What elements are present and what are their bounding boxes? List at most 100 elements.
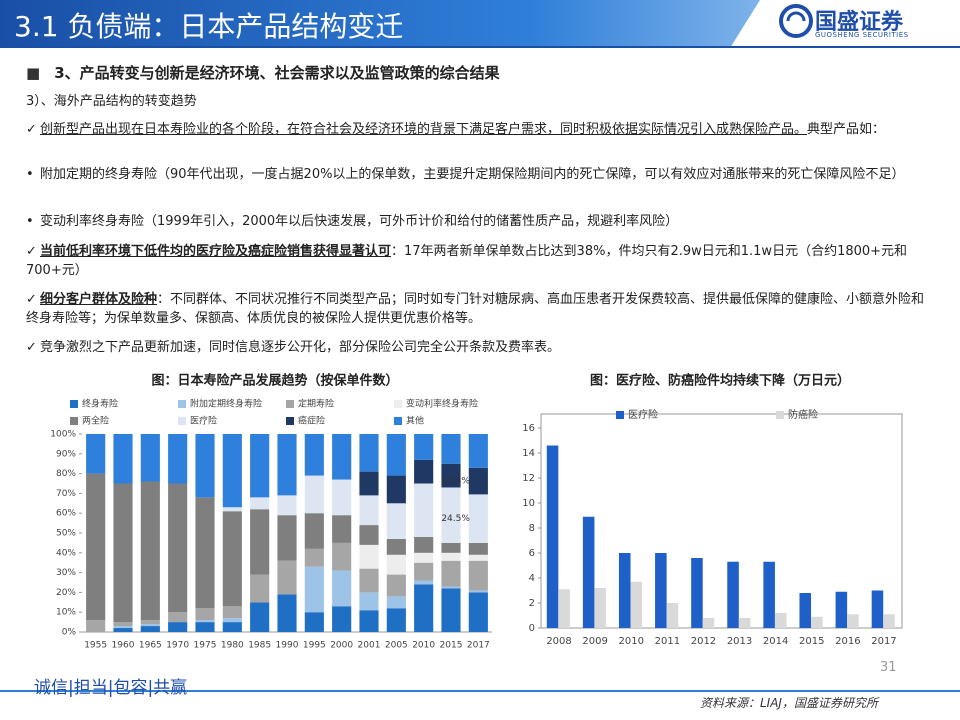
legend-label: 变动利率终身寿险 [406, 398, 478, 410]
bar [250, 509, 270, 575]
y-tick-label: 8 [529, 523, 535, 534]
bar [222, 618, 242, 623]
x-tick-label: 2001 [358, 641, 381, 651]
bar [414, 580, 434, 585]
bar [386, 475, 406, 504]
bar [86, 620, 106, 632]
bar [835, 591, 848, 628]
y-tick-label: 100% [50, 430, 76, 440]
y-tick-label: 16 [522, 423, 535, 434]
bar [86, 434, 106, 474]
item-lead: 细分客户群体及险种 [40, 292, 158, 307]
bar [386, 434, 406, 476]
bar [140, 624, 160, 627]
item-text: ：17年两者新单保单数占比达到38%，件均只有2.9w日元和1.1w日元（合约1… [26, 244, 908, 278]
bar [468, 590, 488, 593]
source-note: 资料来源：LIAJ，国盛证券研究所 [700, 696, 878, 710]
bar [441, 463, 461, 488]
item: ✓ 细分客户群体及险种：不同群体、不同状况推行不同类型产品；同时如专门针对糖尿病、… [26, 290, 926, 328]
bar [414, 584, 434, 632]
section-title: 3、产品转变与创新是经济环境、社会需求以及监管政策的综合结果 [54, 64, 500, 82]
bar [277, 495, 297, 516]
bar [738, 618, 751, 628]
item: ✓ 当前低利率环境下低件均的医疗险及癌症险销售获得显著认可：17年两者新单保单数占… [26, 242, 926, 280]
y-tick-label: 90% [56, 449, 76, 459]
bar [304, 548, 324, 567]
y-tick-label: 50% [56, 529, 76, 539]
bar [441, 560, 461, 587]
x-tick-label: 1990 [276, 641, 299, 651]
chart-title: 图：日本寿险产品发展趋势（按保单件数） [151, 373, 398, 389]
item-marker: ✓ [26, 340, 37, 355]
bar [441, 588, 461, 632]
bar [441, 542, 461, 553]
bar [468, 592, 488, 632]
item-marker: ✓ [26, 122, 37, 137]
x-tick-label: 2005 [385, 641, 408, 651]
logo-subtext: GUOSHENG SECURITIES [815, 31, 909, 39]
bar [546, 445, 559, 628]
bar [195, 434, 215, 498]
bar [468, 560, 488, 591]
bar [847, 614, 859, 628]
bar [811, 616, 823, 628]
x-tick-label: 2011 [655, 636, 680, 647]
bar [883, 614, 895, 628]
bar [304, 513, 324, 549]
bar [222, 434, 242, 508]
item-lead: 创新型产品出现在日本寿险业的各个阶段，在符合社会及经济环境的背景下满足客户需求，… [40, 122, 808, 137]
legend-swatch [178, 417, 186, 425]
value-label: 13.4% [441, 477, 470, 487]
y-tick-label: 80% [56, 469, 76, 479]
bar [195, 620, 215, 623]
bar [655, 553, 667, 628]
bar [277, 594, 297, 632]
bar [168, 612, 188, 623]
x-tick-label: 2013 [727, 636, 752, 647]
item-text: 竞争激烈之下产品更新加速，同时信息逐步公开化，部分保险公司完全公开条款及费率表。 [40, 340, 561, 355]
legend-label: 终身寿险 [82, 398, 118, 410]
bar [441, 586, 461, 589]
bar [168, 434, 188, 484]
bar [359, 495, 379, 526]
bar [195, 497, 215, 609]
bar [386, 596, 406, 609]
value-label: 24.5% [441, 514, 470, 524]
y-tick-label: 10 [522, 498, 535, 509]
x-tick-label: 2017 [871, 636, 896, 647]
bar [140, 620, 160, 625]
bar [666, 603, 679, 628]
logo-text: 国盛证券 [815, 10, 904, 35]
footer-motto: 诚信|担当|包容|共赢 [34, 678, 188, 698]
bar [304, 475, 324, 514]
bar [871, 590, 884, 628]
legend-swatch [394, 417, 402, 425]
y-tick-label: 6 [529, 548, 535, 559]
bar [113, 628, 133, 632]
bar [691, 558, 703, 628]
bar [386, 503, 406, 539]
x-tick-label: 1985 [248, 641, 271, 651]
x-tick-label: 2009 [582, 636, 607, 647]
bar [113, 434, 133, 484]
x-tick-label: 1965 [139, 641, 162, 651]
y-tick-label: 70% [56, 489, 76, 499]
y-tick-label: 4 [529, 573, 535, 584]
bar [386, 554, 406, 575]
x-tick-label: 1970 [166, 641, 189, 651]
item-marker: • [26, 167, 34, 182]
bar [195, 608, 215, 621]
bar [359, 592, 379, 611]
item: 3）、海外产品结构的转变趋势 [26, 92, 926, 111]
bar [277, 434, 297, 496]
bar [222, 511, 242, 607]
x-tick-label: 1960 [112, 641, 135, 651]
item-marker: ✓ [26, 292, 37, 307]
legend-label: 两全险 [82, 415, 109, 427]
bar [594, 588, 606, 628]
item: ✓ 创新型产品出现在日本寿险业的各个阶段，在符合社会及经济环境的背景下满足客户需求… [26, 120, 926, 139]
bar [195, 622, 215, 632]
bar [86, 473, 106, 621]
y-tick-label: 0% [62, 628, 77, 638]
